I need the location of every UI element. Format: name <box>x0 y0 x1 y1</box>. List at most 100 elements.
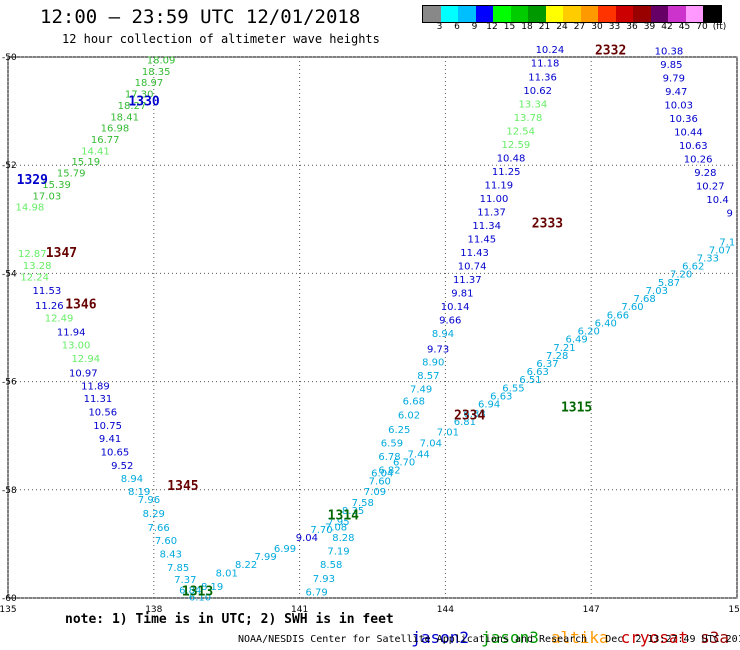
wave-height-value: 7.09 <box>364 487 386 498</box>
wave-height-value: 10.97 <box>69 369 98 380</box>
wave-height-value: 6.81 <box>454 417 476 428</box>
wave-height-value: 9.28 <box>694 168 716 179</box>
color-scale-swatch <box>493 6 511 22</box>
color-scale-swatch <box>668 6 686 22</box>
longitude-tick-label: 138 <box>145 605 162 615</box>
wave-height-value: 8.29 <box>143 509 165 520</box>
wave-height-value: 11.43 <box>460 248 489 259</box>
latitude-tick-label: -52 <box>2 161 17 171</box>
color-scale-tick-label: 3 <box>436 22 443 32</box>
wave-height-value: 10.62 <box>523 86 552 97</box>
color-scale-swatch <box>545 6 563 22</box>
longitude-tick-label: 144 <box>437 605 454 615</box>
wave-height-value: 9.85 <box>660 60 682 71</box>
wave-height-value: 6.68 <box>403 396 425 407</box>
wave-height-value: 7.58 <box>352 498 374 509</box>
wave-height-value: 16.77 <box>91 135 120 146</box>
wave-height-value: 6.62 <box>682 262 704 273</box>
color-scale-tick-label: 12 <box>486 22 498 32</box>
color-scale-tick-label: 27 <box>573 22 586 32</box>
wave-height-value: 8.22 <box>235 560 257 571</box>
wave-height-value: 10.75 <box>93 421 122 432</box>
wave-height-value: 6.02 <box>398 410 420 421</box>
wave-height-value: 11.18 <box>531 59 560 70</box>
wave-height-value: 9.66 <box>439 316 461 327</box>
wave-height-value: 12.94 <box>71 354 100 365</box>
wave-height-value: 5.87 <box>658 278 680 289</box>
color-scale-swatch <box>685 6 703 22</box>
wave-height-value: 11.31 <box>84 394 113 405</box>
wave-height-value: 11.45 <box>468 235 497 246</box>
wave-height-value: 6.99 <box>274 544 296 555</box>
wave-height-value: 6.79 <box>305 587 327 598</box>
wave-height-value: 9.79 <box>663 73 685 84</box>
wave-height-value: 7.03 <box>646 286 668 297</box>
wave-height-value: 6.49 <box>565 335 587 346</box>
wave-height-value: 8.19 <box>128 487 150 498</box>
wave-height-value: 8.35 <box>342 506 364 517</box>
pass-number-label: 1347 <box>46 246 77 261</box>
wave-height-value: 10.74 <box>458 262 487 273</box>
wave-height-value: 7.44 <box>408 449 430 460</box>
color-scale-tick-label: 45 <box>678 22 691 32</box>
pass-number-label: 1314 <box>328 509 359 524</box>
latitude-tick-label: -60 <box>2 594 17 604</box>
color-scale-tick-label: 24 <box>556 22 568 32</box>
wave-height-value: 13.28 <box>23 261 52 272</box>
wave-height-value: 7.85 <box>167 563 189 574</box>
map-subtitle: 12 hour collection of altimeter wave hei… <box>62 32 380 46</box>
color-scale-swatch <box>598 6 616 22</box>
color-scale-bar <box>422 5 722 23</box>
color-scale-tick-label: 21 <box>538 22 551 32</box>
wave-height-value: 11.89 <box>81 382 110 393</box>
wave-height-value: 17.03 <box>33 191 62 202</box>
wave-height-value: 10.56 <box>88 408 117 419</box>
wave-height-value: 18.27 <box>118 101 147 112</box>
color-scale-tick-label: 30 <box>591 22 603 32</box>
wave-height-value: 11.37 <box>453 275 482 286</box>
wave-height-value: 10.63 <box>679 141 708 152</box>
pass-number-label: 2334 <box>454 408 485 423</box>
wave-height-value: 7.60 <box>621 302 643 313</box>
color-scale-tick-label: 70 <box>696 22 708 32</box>
legend-cryosat: cryosat <box>620 628 689 647</box>
wave-height-value: 6.94 <box>478 400 500 411</box>
color-scale-tick-label: 33 <box>608 22 621 32</box>
latitude-tick-label: -56 <box>2 378 17 388</box>
wave-height-value: 8.43 <box>160 549 182 560</box>
wave-height-value: 9.52 <box>111 461 133 472</box>
wave-height-value: 7.21 <box>553 343 575 354</box>
wave-height-value: 6.40 <box>595 318 617 329</box>
wave-height-value: 6.83 <box>463 409 485 420</box>
wave-height-value: 6.20 <box>578 327 600 338</box>
wave-height-value: 11.00 <box>480 194 509 205</box>
color-scale-tick-label: 42 <box>661 22 673 32</box>
wave-height-value: 6.55 <box>502 383 524 394</box>
wave-height-value: 10.26 <box>684 154 713 165</box>
wave-height-value: 7.20 <box>670 270 692 281</box>
wave-height-value: 6.82 <box>378 466 400 477</box>
wave-height-value: 10.03 <box>664 100 693 111</box>
wave-height-value: 7.04 <box>420 439 442 450</box>
satellite-legend: jason2 jason3 altika cryosat s3a <box>392 609 740 647</box>
color-scale-tick-label: 36 <box>626 22 638 32</box>
wave-height-value: 16.98 <box>101 124 130 135</box>
longitude-tick-label: 150 <box>728 605 740 615</box>
wave-height-value: 15.19 <box>71 157 100 168</box>
wave-height-value: 6.84 <box>179 586 201 597</box>
latitude-tick-label: -54 <box>2 269 17 279</box>
wave-height-value: 11.19 <box>485 180 514 191</box>
wave-height-value: 7.08 <box>325 522 347 533</box>
legend-jason3: jason3 <box>481 628 539 647</box>
color-scale-swatch <box>650 6 668 22</box>
pass-number-label: 1345 <box>167 479 198 494</box>
wave-height-value: 6.51 <box>519 375 541 386</box>
color-scale-swatch <box>633 6 651 22</box>
color-scale-swatch <box>563 6 581 22</box>
credit-line: NOAA/NESDIS Center for Satellite Applica… <box>238 634 740 645</box>
wave-height-value: 10.44 <box>674 127 703 138</box>
wave-height-value: 7.28 <box>546 351 568 362</box>
wave-height-value: 10.65 <box>101 448 130 459</box>
color-scale-swatch <box>440 6 458 22</box>
wave-height-value: 13.00 <box>62 341 91 352</box>
